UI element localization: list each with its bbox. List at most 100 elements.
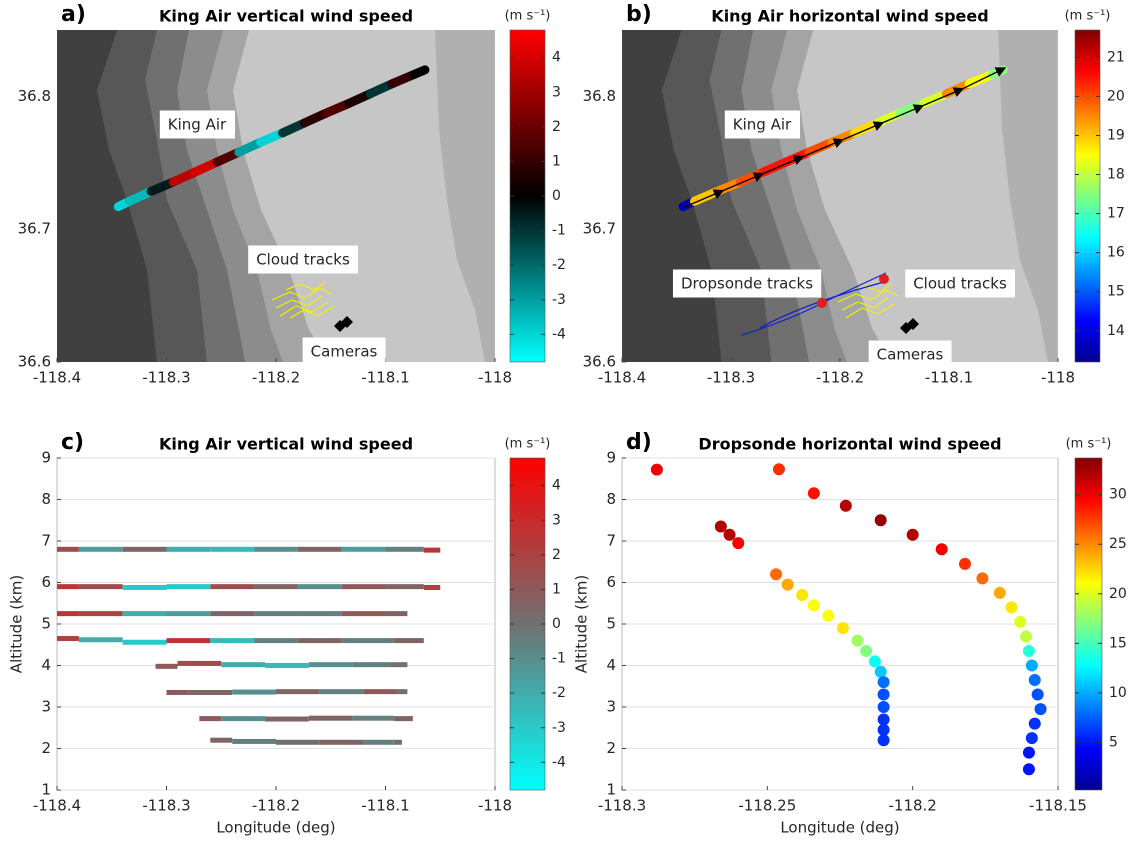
leg-segment [386,611,408,616]
panel-label: c) [61,430,84,455]
sonde-point [1035,703,1047,715]
sonde-point [724,529,736,541]
sonde-point [878,676,890,688]
sonde-point [1023,747,1035,759]
sonde-point [770,568,782,580]
y-tick-label: 7 [41,532,51,550]
leg-segment [167,547,211,552]
leg-segment [391,662,407,667]
annotation: King Air [168,116,227,134]
colorbar-tick-label: 2 [552,119,561,135]
sonde-point [1023,645,1035,657]
leg-segment [210,584,254,589]
leg-segment [210,611,254,616]
y-tick-label: 6 [41,573,51,591]
sonde-point [1029,674,1041,686]
chart-title: King Air vertical wind speed [159,7,413,26]
x-tick-label: -118 [478,797,512,815]
panel-label: b) [626,2,652,27]
leg-segment [123,611,167,616]
colorbar-label: (m s⁻¹) [505,437,551,452]
x-tick-label: -118.3 [598,797,646,815]
leg-segment [298,611,342,616]
sonde-point [837,622,849,634]
colorbar-tick-label: 1 [552,581,561,597]
leg-segment [298,638,342,643]
y-tick-label: 5 [41,615,51,633]
leg-segment [353,662,391,667]
leg-segment [298,547,342,552]
sonde-point [1020,630,1032,642]
colorbar-label: (m s⁻¹) [1066,437,1112,452]
leg-segment [394,740,402,745]
leg-segment [298,584,342,589]
leg-segment [309,662,353,667]
y-tick-label: 2 [41,739,51,757]
leg-segment [167,611,211,616]
colorbar-tick-label: -1 [552,651,566,667]
colorbar-tick-label: 4 [552,478,561,494]
sonde-point [1032,689,1044,701]
leg-segment [254,611,298,616]
chart-title: King Air horizontal wind speed [711,7,988,26]
terrain-b [622,30,1058,362]
x-tick-label: -118.3 [142,797,190,815]
colorbar [1075,458,1102,790]
leg-segment [167,638,211,643]
sonde-point [878,734,890,746]
colorbar-tick-label: -2 [552,257,566,273]
leg-segment [177,661,221,666]
leg-segment [79,637,123,642]
dropsonde-launch [879,274,889,284]
sonde-point [808,599,820,611]
sonde-point [782,579,794,591]
leg-segment [320,689,364,694]
leg-segment [386,584,424,589]
x-tick-label: -118.1 [361,797,409,815]
colorbar-tick-label: 21 [1107,49,1125,65]
colorbar-tick-label: 0 [552,616,561,632]
colorbar-tick-label: -3 [552,720,566,736]
colorbar-label: (m s⁻¹) [1065,9,1111,24]
sonde-point [976,572,988,584]
colorbar-tick-label: 3 [552,512,561,528]
leg-segment [79,584,123,589]
chart-title: King Air vertical wind speed [159,435,413,454]
terrain-a [57,30,495,362]
colorbar-tick-label: -1 [552,223,566,239]
colorbar-tick-label: 0 [552,188,561,204]
colorbar-tick-label: 14 [1107,323,1125,339]
x-tick-label: -118.4 [598,369,646,387]
leg-segment [57,636,79,641]
colorbar-tick-label: 4 [552,50,561,66]
y-tick-label: 36.7 [583,220,616,238]
leg-segment [396,689,407,694]
x-tick-label: -118 [1041,369,1075,387]
y-tick-label: 8 [41,490,51,508]
leg-segment [424,585,440,590]
colorbar-tick-label: 16 [1107,245,1125,261]
sonde-point [773,463,785,475]
leg-segment [221,662,265,667]
y-tick-label: 36.7 [18,220,51,238]
leg-segment [353,716,394,721]
colorbar-tick-label: 25 [1109,536,1127,552]
sonde-point [875,514,887,526]
leg-segment [221,716,265,721]
leg-segment [342,638,394,643]
x-tick-label: -118.15 [1029,797,1087,815]
colorbar-tick-label: -4 [552,754,566,770]
leg-segment [364,740,394,745]
y-tick-label: 3 [606,698,616,716]
leg-segment [424,548,440,553]
leg-segment [57,611,79,616]
dropsonde-launch [817,298,827,308]
sonde-point [878,701,890,713]
chart-title: Dropsonde horizontal wind speed [698,435,1001,454]
leg-segment [167,690,189,695]
panel-label: d) [626,430,652,455]
y-tick-label: 36.8 [18,87,51,105]
leg-segment [167,584,211,589]
leg-segment [210,547,254,552]
sonde-point [860,645,872,657]
